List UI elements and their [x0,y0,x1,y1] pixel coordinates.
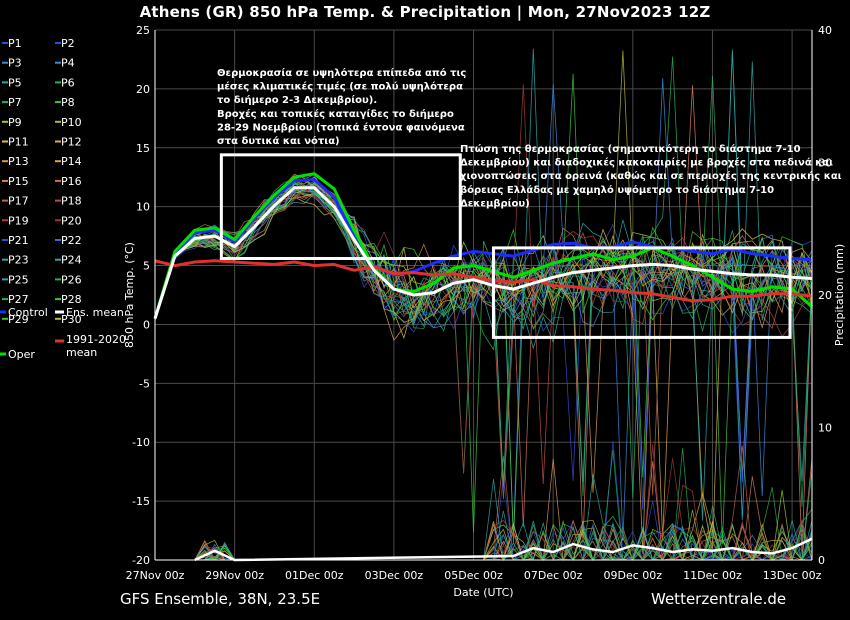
highlight-box [491,246,792,339]
ens-mean-line [153,186,813,320]
legend-label: P18 [61,195,82,208]
x-tick-label: 01Dec 00z [285,569,344,582]
annotation-text: Πτώση της θερμοκρασίας (σημαντικότερη το… [460,143,842,209]
x-tick-label: 05Dec 00z [444,569,503,582]
legend-label: P13 [8,155,29,168]
x-tick-label: 07Dec 00z [524,569,583,582]
y2-tick-label: 30 [818,157,832,170]
legend-label: P25 [8,273,29,286]
legend-label: P2 [61,37,75,50]
ensemble-member-line [154,183,813,350]
highlight-boxes [219,153,792,339]
legend: P1 P2 P3 P4 P5 P6 P7 P8 P9 P10 P11 P12 P13 P14 P15 P16 P… [0,37,126,361]
ensemble-member-line [154,192,813,500]
legend-label: P24 [61,254,82,267]
y-tick-label: -15 [132,495,150,508]
legend-label: P27 [8,293,29,306]
y-tick-label: 15 [136,142,150,155]
y-tick-label: -5 [139,377,150,390]
annotation-text: Θερμοκρασία σε υψηλότερα επίπεδα από τις… [217,67,466,147]
ensemble-member-line [154,51,813,321]
ensemble-member-line [154,189,813,543]
series-lines [153,172,813,562]
y-tick-label: 25 [136,24,150,37]
y-axis-label: 850 hPa Temp. (°C) [123,242,136,348]
ensemble-member-line [154,193,813,484]
legend-label: P4 [61,57,75,70]
legend-label: P19 [8,214,29,227]
ensemble-member-line [154,182,813,323]
legend-label: P6 [61,76,75,89]
legend-label: P1 [8,37,22,50]
legend-label: Oper [8,348,35,361]
legend-label: P8 [61,96,75,109]
legend-label: 1991-2020 mean [66,333,126,359]
legend-label: P30 [61,313,82,326]
legend-label: Ens. mean [66,306,124,319]
y-tick-label: -20 [132,554,150,567]
x-axis-label: Date (UTC) [453,586,513,599]
y2-tick-label: 0 [818,554,825,567]
y-tick-label: 5 [143,260,150,273]
legend-label: P11 [8,136,29,149]
y2-tick-label: 10 [818,422,832,435]
legend-label: P5 [8,76,22,89]
1991-2020-mean-line [154,259,813,303]
axes: 25 20 15 10 5 0 -5 -10 -15 -20 40 30 20 10 0 27Nov 00z 2… [123,24,846,599]
x-tick-label: 09Dec 00z [604,569,663,582]
legend-label: P29 [8,313,29,326]
x-tick-label: 27Nov 00z [126,569,185,582]
annotations: Θερμοκρασία σε υψηλότερα επίπεδα από τις… [217,67,842,209]
y-tick-label: 0 [143,318,150,331]
legend-label: P14 [61,155,82,168]
legend-label: P10 [61,116,82,129]
model-info: GFS Ensemble, 38N, 23.5E [120,590,321,608]
legend-label: P7 [8,96,22,109]
legend-label: P22 [61,234,82,247]
y-tick-label: 20 [136,83,150,96]
legend-label: P26 [61,273,82,286]
legend-label: P20 [61,214,82,227]
control-line [153,178,813,320]
y2-tick-label: 20 [818,289,832,302]
source-credit: Wetterzentrale.de [651,590,787,608]
legend-label: P16 [61,175,82,188]
x-tick-label: 03Dec 00z [365,569,424,582]
legend-label: P3 [8,57,22,70]
legend-label: Control [8,306,48,319]
highlight-box [219,153,462,260]
legend-label: P9 [8,116,22,129]
chart-title: Athens (GR) 850 hPa Temp. & Precipitatio… [139,3,711,21]
x-tick-label: 11Dec 00z [683,569,742,582]
legend-label: P17 [8,195,29,208]
ens-mean-precipitation-line [194,537,813,562]
legend-label: P12 [61,136,82,149]
y-tick-label: 10 [136,201,150,214]
legend-label: P23 [8,254,29,267]
y2-tick-label: 40 [818,24,832,37]
legend-label: P21 [8,234,29,247]
legend-label: P28 [61,293,82,306]
x-tick-label: 29Nov 00z [205,569,264,582]
y-tick-label: -10 [132,436,150,449]
x-tick-label: 13Dec 00z [763,569,822,582]
y2-axis-label: Precipitation (mm) [833,244,846,346]
legend-label: P15 [8,175,29,188]
